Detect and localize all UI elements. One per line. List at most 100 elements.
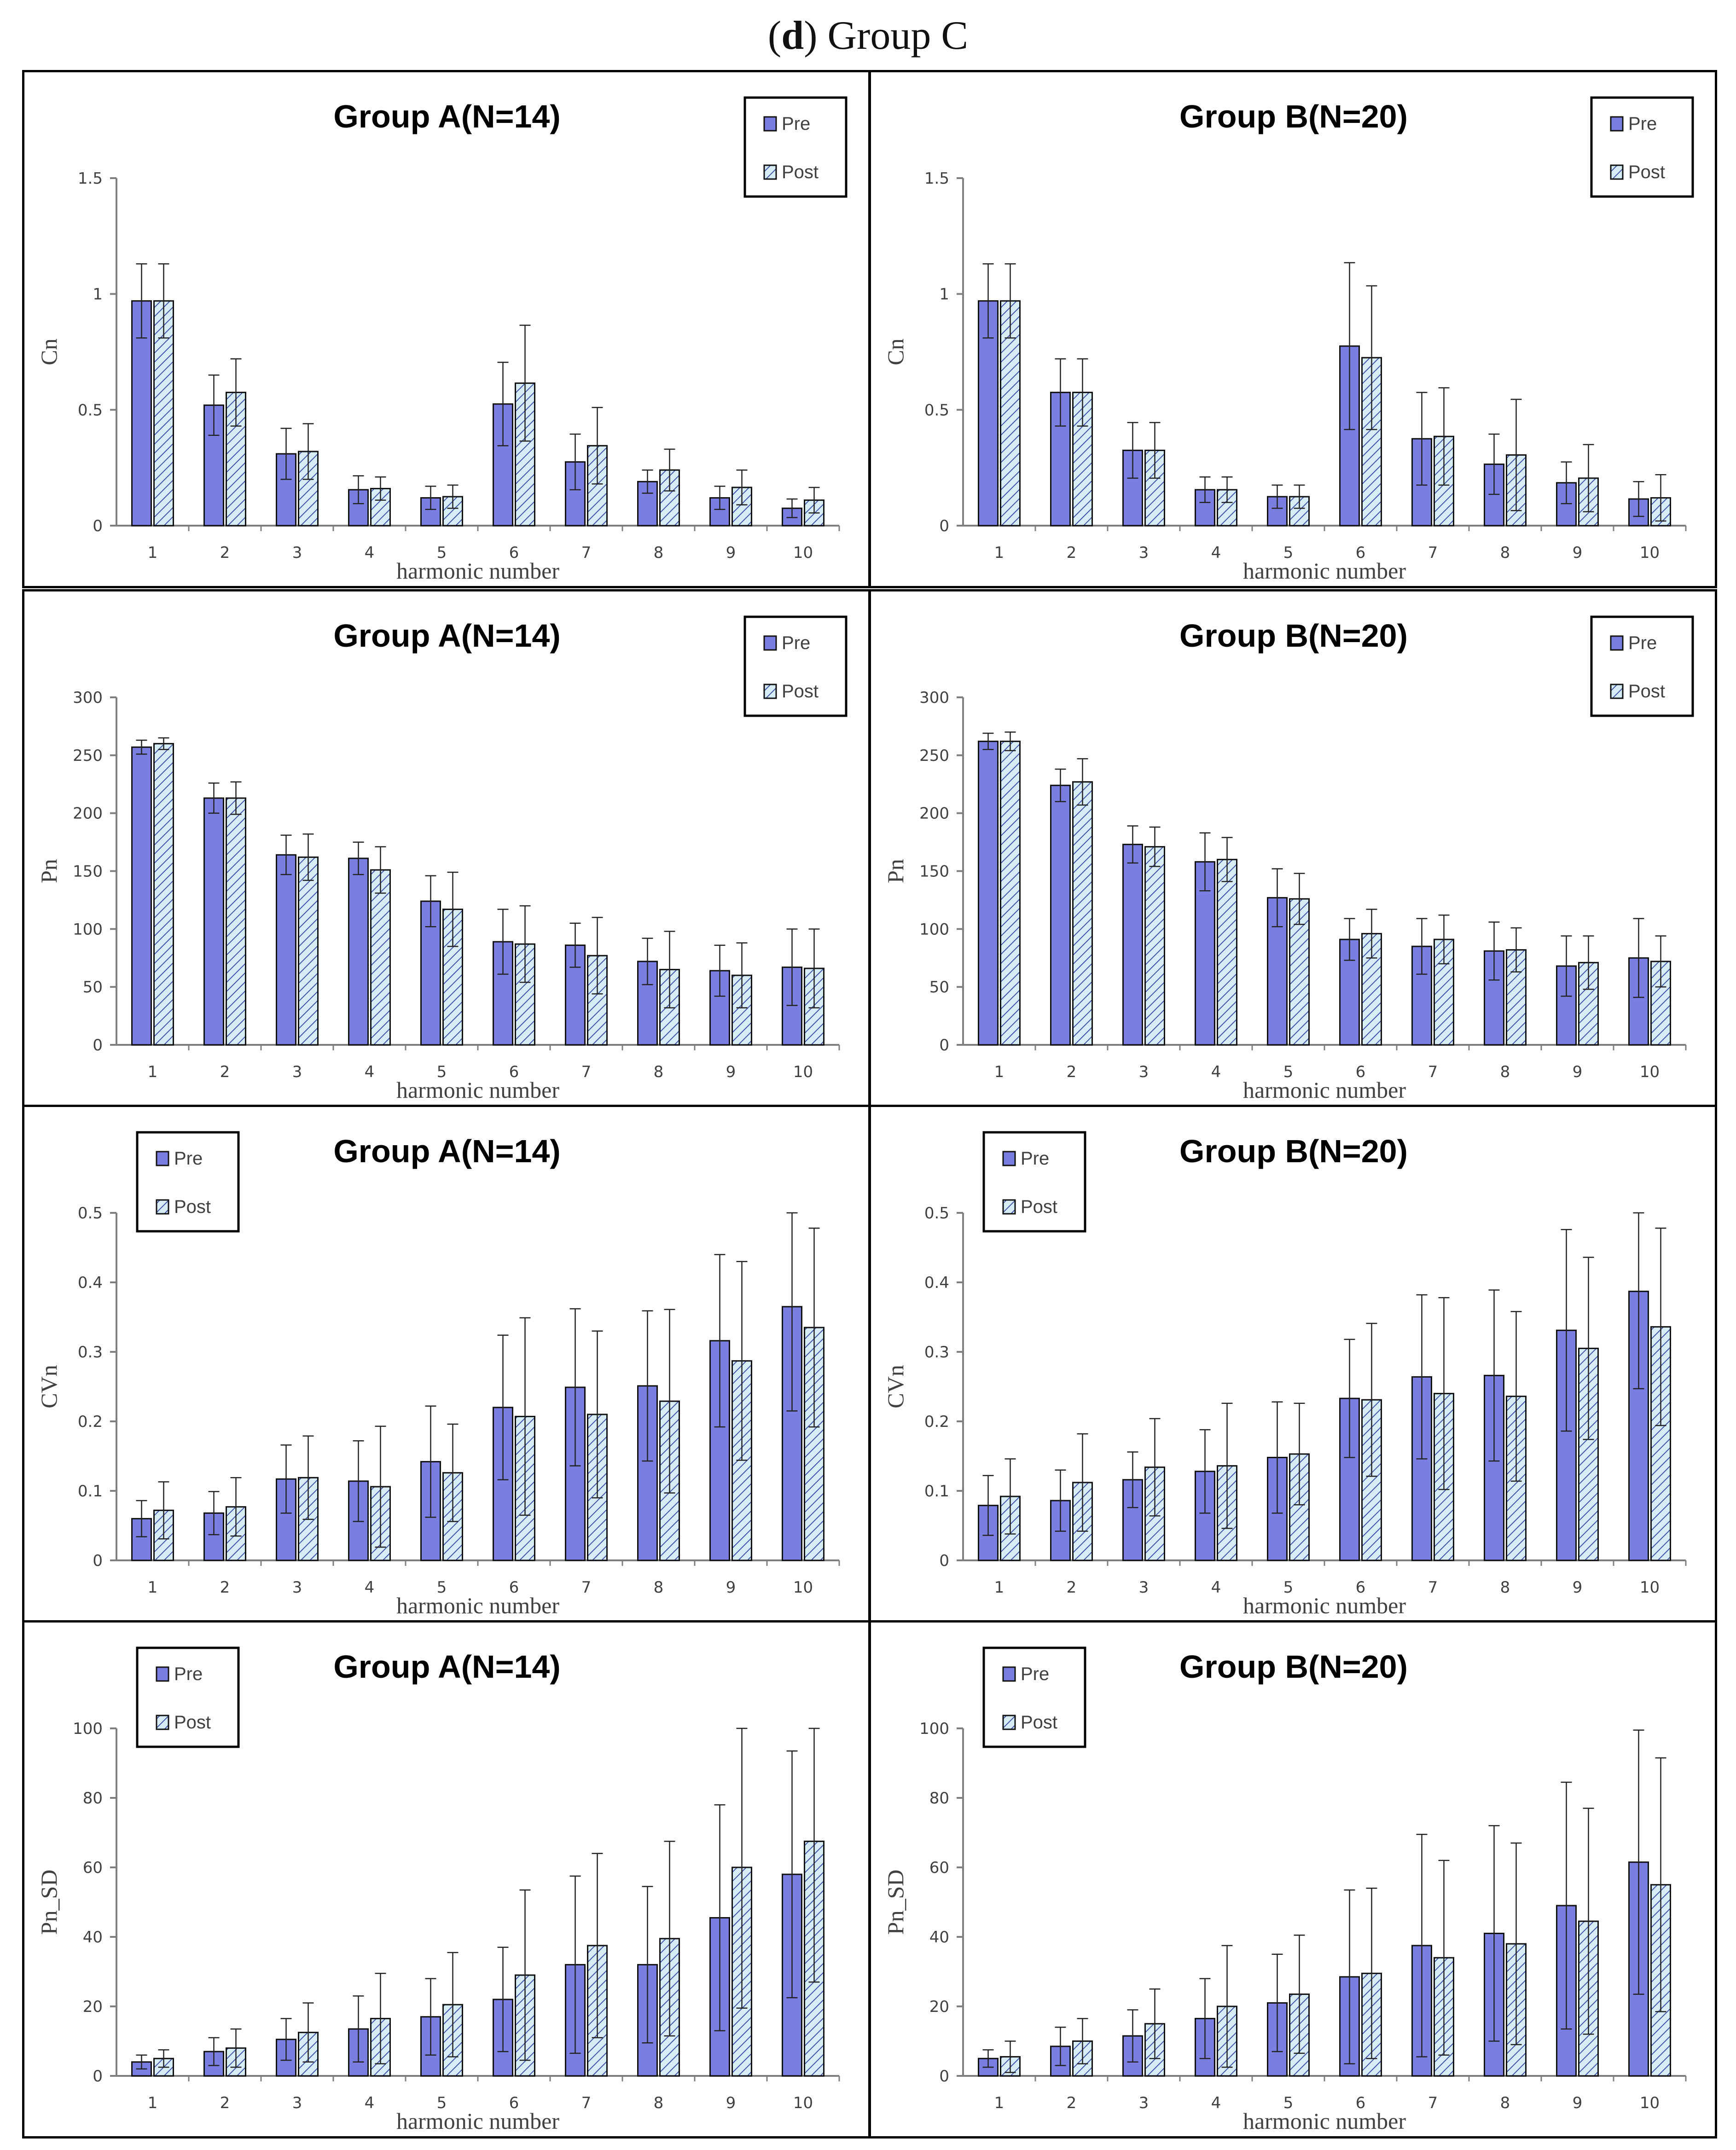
cn-a-ytick-label: 0.5 [78, 401, 103, 419]
pn-a-xtick-label: 8 [654, 1063, 664, 1081]
pnsd-b-xlabel: harmonic number [1243, 2108, 1406, 2134]
cn-a-ylabel: Cn [36, 338, 62, 365]
pnsd-b-xtick-label: 4 [1211, 2094, 1221, 2112]
pn-b-ytick-label: 100 [919, 920, 949, 939]
figure-title-text: Group C [827, 13, 969, 58]
cvn-b-ytick-label: 0.2 [924, 1413, 949, 1431]
cn-b-legend-swatch-pre [1610, 116, 1624, 132]
pn-a-xtick-label: 3 [292, 1063, 302, 1081]
chart-panel-cn-group-a: 0 0.5 1 1.5 1 2 3 4 5 6 7 8 9 10 Group A(N=14) harmonic… [22, 70, 871, 588]
pn-a-xtick-label: 10 [793, 1063, 813, 1081]
pn-a-legend-swatch-post [763, 684, 777, 699]
cvn-b-svg: 0 0.1 0.2 0.3 0.4 0.5 1 2 3 4 5 6 7 8 9 10 Group B(N=20)… [883, 1131, 1687, 1618]
pnsd-b-xtick-label: 9 [1573, 2094, 1583, 2112]
pn-a-ytick-label: 150 [73, 863, 103, 881]
pnsd-b-xtick-label: 5 [1283, 2094, 1294, 2112]
pn-b-ylabel: Pn [883, 859, 908, 883]
pn-a-title: Group A(N=14) [333, 618, 560, 654]
cvn-b-title: Group B(N=20) [1179, 1133, 1408, 1169]
pnsd-a-ytick-label: 0 [93, 2067, 103, 2086]
pnsd-b-ytick-label: 20 [929, 1998, 949, 2016]
pnsd-a-xtick-label: 1 [148, 2094, 158, 2112]
pnsd-a-xtick-label: 7 [581, 2094, 592, 2112]
cn-a-ytick-label: 1 [93, 285, 103, 304]
cvn-a-legend-swatch-post [156, 1199, 169, 1215]
cvn-a-ytick-label: 0.2 [78, 1413, 103, 1431]
cvn-a-legend [136, 1131, 240, 1233]
pn-a-xtick-label: 6 [509, 1063, 519, 1081]
cn-b-legend-swatch-post [1610, 164, 1624, 180]
cn-a-svg: 0 0.5 1 1.5 1 2 3 4 5 6 7 8 9 10 Group A(N=14) harmonic… [36, 96, 848, 584]
cn-a-xtick-label: 6 [509, 544, 519, 562]
pnsd-b-xtick-label: 1 [994, 2094, 1004, 2112]
cvn-a-xtick-label: 10 [793, 1578, 813, 1597]
pn-b-legend [1590, 615, 1694, 717]
cn-b-legend [1590, 96, 1694, 198]
cn-b-ytick-label: 1.5 [924, 169, 949, 188]
cn-b-xtick-label: 8 [1500, 544, 1510, 562]
pnsd-a-xtick-label: 5 [437, 2094, 447, 2112]
chart-panel-pnsd-group-a: 0 20 40 60 80 100 1 2 3 4 5 6 7 8 9 10 Group A(N=14) harm… [22, 1620, 871, 2138]
cvn-b-legend-label-pre: Pre [1021, 1148, 1049, 1169]
pnsd-b-legend-label-post: Post [1021, 1712, 1057, 1733]
pnsd-a-ytick-label: 100 [73, 1720, 103, 1738]
pn-b-svg: 0 50 100 150 200 250 300 1 2 3 4 5 6 7 8 9 10 Group B(N=2… [883, 615, 1694, 1103]
cn-b-xtick-label: 10 [1640, 544, 1660, 562]
cn-b-xlabel: harmonic number [1243, 558, 1406, 584]
cn-b-xtick-label: 4 [1211, 544, 1221, 562]
cvn-a-xtick-label: 9 [726, 1578, 736, 1597]
pnsd-b-xtick-label: 2 [1067, 2094, 1077, 2112]
cn-b-xtick-label: 2 [1067, 544, 1077, 562]
pn-b-ytick-label: 200 [919, 805, 949, 823]
pn-b-xtick-label: 3 [1139, 1063, 1149, 1081]
cn-a-legend-label-post: Post [782, 162, 819, 182]
pn-b-xtick-label: 2 [1067, 1063, 1077, 1081]
pn-b-legend-label-post: Post [1628, 681, 1665, 701]
pn-a-bar-pre [276, 854, 296, 1046]
pn-a-bar-pre [131, 746, 152, 1046]
pn-a-bar-post [298, 856, 319, 1046]
cvn-a-xtick-label: 3 [292, 1578, 302, 1597]
chart-panel-pn-group-a: 0 50 100 150 200 250 300 1 2 3 4 5 6 7 8 9 10 Group A(N=1… [22, 589, 871, 1107]
chart-panel-pnsd-group-b: 0 20 40 60 80 100 1 2 3 4 5 6 7 8 9 10 Group B(N=20) harm… [869, 1620, 1717, 2138]
pn-b-legend-label-pre: Pre [1628, 633, 1657, 653]
pn-b-xtick-label: 6 [1356, 1063, 1366, 1081]
cn-b-xtick-label: 1 [994, 544, 1004, 562]
pnsd-a-bar-pre [348, 2028, 369, 2077]
cvn-a-xtick-label: 7 [581, 1578, 592, 1597]
pn-b-xtick-label: 9 [1573, 1063, 1583, 1081]
pn-a-svg: 0 50 100 150 200 250 300 1 2 3 4 5 6 7 8 9 10 Group A(N=1… [36, 615, 848, 1103]
pnsd-b-ytick-label: 40 [929, 1928, 949, 1947]
cn-b-ytick-label: 0 [939, 517, 949, 535]
cn-a-legend [743, 96, 848, 198]
cn-a-title: Group A(N=14) [333, 99, 560, 134]
pn-a-legend-swatch-pre [763, 635, 777, 651]
pn-a-bar-post [226, 797, 246, 1046]
pn-a-ytick-label: 200 [73, 805, 103, 823]
pnsd-a-xtick-label: 4 [365, 2094, 375, 2112]
pn-b-bar-post [1072, 781, 1093, 1046]
figure-label-suffix: ) [804, 13, 818, 58]
pnsd-b-ylabel: Pn_SD [883, 1870, 908, 1935]
pn-a-ytick-label: 100 [73, 920, 103, 939]
pn-a-ytick-label: 0 [93, 1036, 103, 1055]
pnsd-b-ytick-label: 80 [929, 1789, 949, 1808]
cn-b-xtick-label: 3 [1139, 544, 1149, 562]
pn-a-xtick-label: 5 [437, 1063, 447, 1081]
cn-b-legend-label-pre: Pre [1628, 114, 1657, 134]
pn-a-legend-label-post: Post [782, 681, 819, 701]
cn-a-xtick-label: 3 [292, 544, 302, 562]
pn-b-legend-swatch-post [1610, 684, 1624, 699]
cvn-a-legend-swatch-pre [156, 1151, 169, 1166]
cn-b-ytick-label: 1 [939, 285, 949, 304]
cvn-a-xtick-label: 1 [148, 1578, 158, 1597]
pn-b-bar-post [1144, 846, 1165, 1046]
cn-a-legend-swatch-pre [763, 116, 777, 132]
cvn-b-xlabel: harmonic number [1243, 1593, 1406, 1618]
pn-b-xtick-label: 10 [1640, 1063, 1660, 1081]
cvn-b-xtick-label: 2 [1067, 1578, 1077, 1597]
pnsd-b-legend-label-pre: Pre [1021, 1664, 1049, 1684]
cn-a-bar-pre [348, 489, 369, 527]
cn-b-title: Group B(N=20) [1179, 99, 1408, 134]
cn-a-bar-post [515, 382, 535, 527]
